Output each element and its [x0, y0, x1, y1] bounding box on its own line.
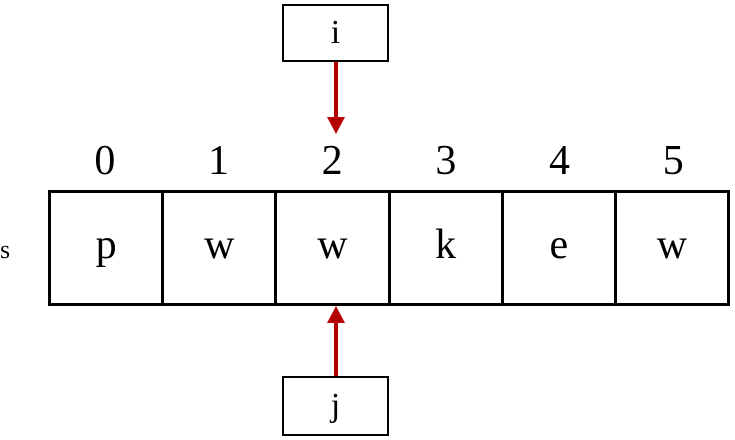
- index-3: 3: [435, 138, 457, 184]
- index-2: 2: [321, 138, 343, 184]
- pointer-j-label: j: [330, 387, 341, 424]
- array-cell-2: w: [277, 193, 391, 303]
- index-1: 1: [208, 138, 229, 184]
- array-name-label: s: [0, 235, 11, 264]
- index-5: 5: [662, 138, 684, 184]
- array-cell-0: p: [51, 193, 165, 303]
- pointer-i-arrow-icon: [327, 62, 345, 134]
- pointer-j-arrow-icon: [327, 306, 345, 376]
- array-cells: p w w k e w: [48, 190, 730, 306]
- pointer-j-box: j: [282, 376, 389, 436]
- pointer-i-box: i: [282, 4, 389, 62]
- index-4: 4: [549, 138, 571, 184]
- array-cell-4: e: [504, 193, 617, 303]
- array-cell-3: k: [391, 193, 504, 303]
- index-0: 0: [94, 138, 116, 184]
- pointer-i-label: i: [330, 14, 341, 51]
- array-cell-5: w: [656, 222, 688, 268]
- index-row: 0 1 2 3 4 5: [48, 136, 730, 186]
- array-cell-1: w: [164, 193, 278, 303]
